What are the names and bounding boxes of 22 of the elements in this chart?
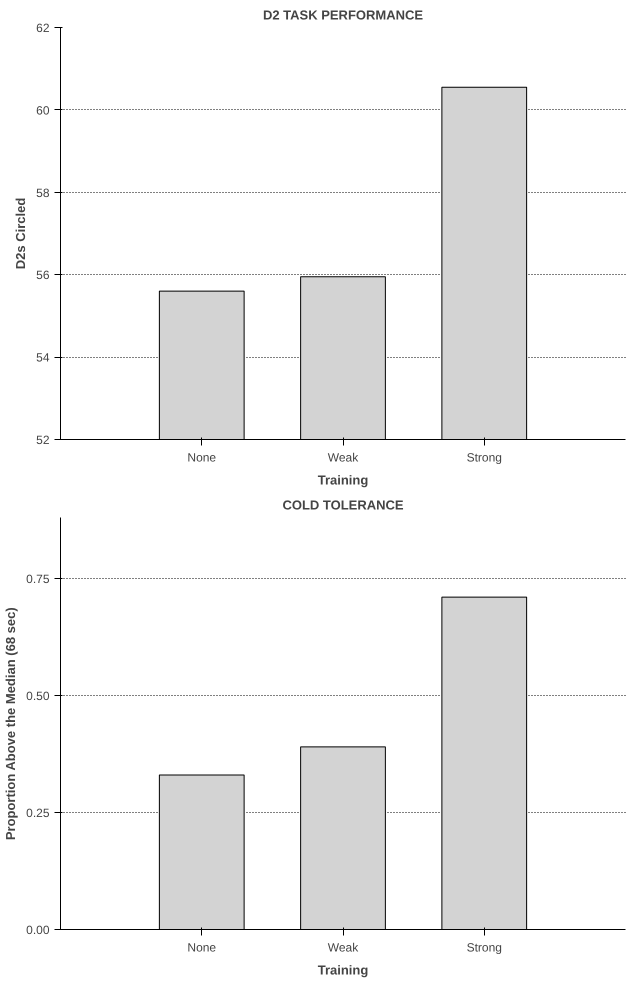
y-tick-label: 0.50 xyxy=(26,688,50,703)
y-tick-label: 62 xyxy=(36,21,50,35)
x-tick-label: Strong xyxy=(466,450,502,464)
x-tick-label: Weak xyxy=(328,940,360,954)
y-tick-label: 0.00 xyxy=(26,923,50,937)
y-tick-label: 0.75 xyxy=(26,572,50,586)
x-tick-label: Weak xyxy=(328,450,360,464)
y-tick-label: 0.25 xyxy=(26,806,50,820)
y-tick-label: 54 xyxy=(36,350,50,365)
x-tick-label: None xyxy=(187,450,216,464)
x-tick-label: Strong xyxy=(466,940,502,954)
chart-title: D2 TASK PERFORMANCE xyxy=(262,8,424,22)
y-tick-label: 60 xyxy=(36,103,50,118)
y-tick-label: 56 xyxy=(36,268,50,282)
y-tick-label: 52 xyxy=(36,433,50,447)
y-axis-title: D2s Circled xyxy=(13,198,28,270)
x-tick-label: None xyxy=(187,940,216,954)
y-tick-label: 58 xyxy=(36,186,50,200)
x-axis-title: Training xyxy=(318,472,368,488)
chart-title: COLD TOLERANCE xyxy=(282,498,404,512)
x-axis-title: Training xyxy=(318,962,368,978)
y-axis-title: Proportion Above the Median (68 sec) xyxy=(3,607,18,840)
